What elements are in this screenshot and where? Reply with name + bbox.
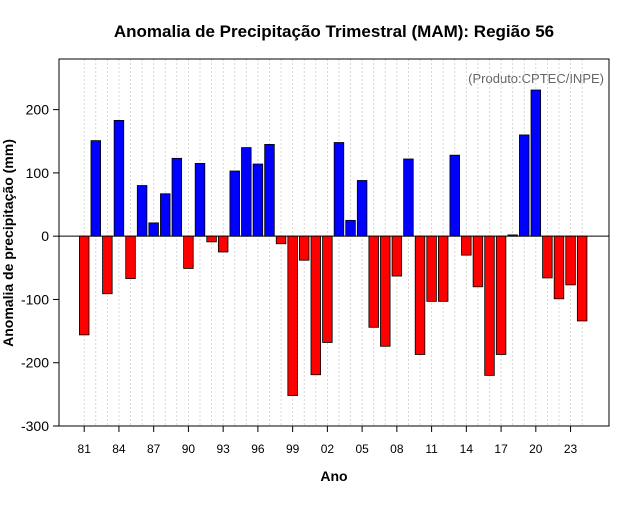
bar-08 xyxy=(391,235,403,277)
bar-20 xyxy=(530,89,542,237)
bar-98 xyxy=(275,235,287,245)
bar-12 xyxy=(437,235,449,302)
y-axis-label: Anomalia de precipitação (mm) xyxy=(0,139,16,347)
x-tick-label: 08 xyxy=(390,442,404,456)
bar-92 xyxy=(206,235,217,243)
bar-13 xyxy=(449,154,460,237)
y-tick-label: 100 xyxy=(26,165,50,181)
bar-10 xyxy=(414,235,426,355)
x-tick-label: 23 xyxy=(564,442,578,456)
bar-11 xyxy=(426,235,437,302)
bar-06 xyxy=(368,235,379,328)
bar-88 xyxy=(160,193,171,237)
bar-90 xyxy=(183,235,194,269)
x-tick-label: 90 xyxy=(182,442,196,456)
bar-82 xyxy=(90,140,101,237)
x-tick-label: 99 xyxy=(286,442,300,456)
bar-02 xyxy=(322,235,333,343)
grid xyxy=(83,59,583,426)
bar-09 xyxy=(403,158,414,237)
bar-81 xyxy=(79,235,90,336)
plot-frame xyxy=(58,58,610,427)
bar-01 xyxy=(310,235,322,376)
chart-credit: (Produto:CPTEC/INPE) xyxy=(468,71,604,86)
x-tick-label: 17 xyxy=(494,442,508,456)
x-tick-label: 20 xyxy=(529,442,543,456)
bar-85 xyxy=(125,235,136,279)
x-tick-label: 81 xyxy=(78,442,92,456)
x-tick-label: 11 xyxy=(425,442,438,456)
x-tick-label: 02 xyxy=(321,442,335,456)
x-tick-label: 96 xyxy=(251,442,265,456)
bar-89 xyxy=(171,157,183,237)
bar-91 xyxy=(194,163,206,237)
y-tick-label: -100 xyxy=(21,291,49,307)
y-tick-label: -300 xyxy=(21,418,49,434)
bar-96 xyxy=(252,163,264,237)
bar-93 xyxy=(217,235,229,253)
x-tick-label: 14 xyxy=(460,442,474,456)
bar-15 xyxy=(472,235,484,288)
y-tick-label: -200 xyxy=(21,355,49,371)
x-tick-label: 05 xyxy=(355,442,369,456)
bars xyxy=(79,89,588,397)
bar-00 xyxy=(299,235,310,261)
x-axis-label: Ano xyxy=(320,468,347,484)
x-tick-label: 84 xyxy=(112,442,126,456)
bar-97 xyxy=(264,144,275,237)
bar-94 xyxy=(229,170,240,237)
bar-23 xyxy=(565,235,576,286)
y-tick-label: 0 xyxy=(41,228,49,244)
bar-21 xyxy=(542,235,553,279)
y-tick-label: 200 xyxy=(26,102,50,118)
bar-99 xyxy=(287,235,298,397)
bar-05 xyxy=(356,180,368,237)
bar-03 xyxy=(333,142,345,237)
chart-title: Anomalia de Precipitação Trimestral (MAM… xyxy=(114,22,554,41)
bar-17 xyxy=(495,235,507,355)
bar-19 xyxy=(519,134,530,237)
bar-22 xyxy=(553,235,565,300)
bar-87 xyxy=(148,222,159,237)
bar-16 xyxy=(484,235,495,376)
bar-83 xyxy=(102,235,113,295)
bar-24 xyxy=(576,235,588,322)
bar-18 xyxy=(507,234,518,237)
bar-95 xyxy=(241,147,252,237)
x-tick-label: 93 xyxy=(216,442,230,456)
bar-14 xyxy=(461,235,472,256)
bar-86 xyxy=(136,185,148,237)
bar-84 xyxy=(113,119,125,237)
x-tick-label: 87 xyxy=(147,442,161,456)
axes: -300 -200 -100 0 100 200 81 84 87 90 93 96 99 02 05 08 1… xyxy=(21,58,610,456)
bar-07 xyxy=(380,235,391,347)
bar-04 xyxy=(345,219,356,237)
